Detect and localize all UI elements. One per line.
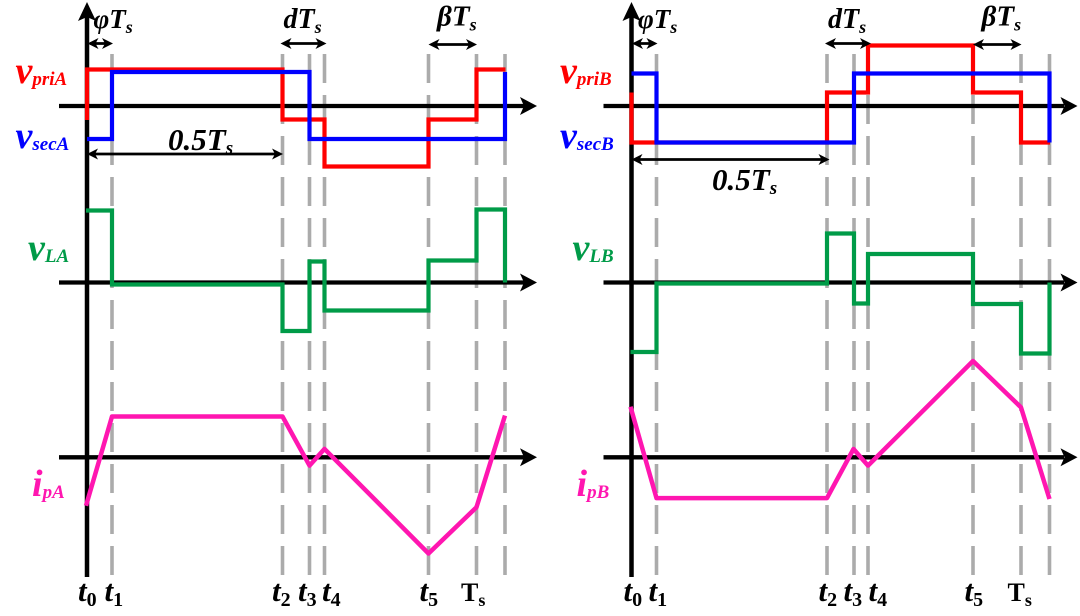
- svg-text:0.5Ts: 0.5Ts: [712, 162, 777, 199]
- svg-text:0.5Ts: 0.5Ts: [168, 122, 233, 159]
- svg-text:ipA: ipA: [32, 463, 65, 505]
